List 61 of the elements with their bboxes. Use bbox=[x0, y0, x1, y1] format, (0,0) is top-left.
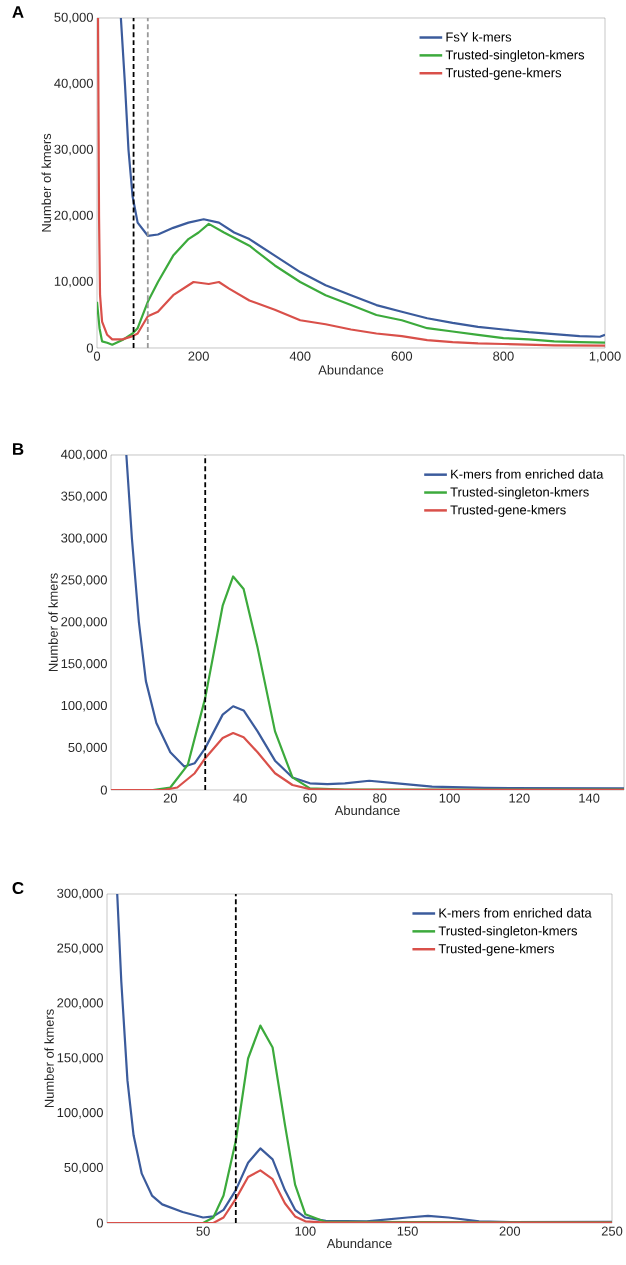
x-tick-label: 140 bbox=[579, 793, 600, 803]
y-tick-label: 0 bbox=[100, 785, 107, 795]
y-tick-label: 0 bbox=[86, 343, 93, 353]
y-axis-title: Number of kmers bbox=[44, 1009, 54, 1108]
x-axis-title: Abundance bbox=[326, 1238, 392, 1249]
x-tick-label: 50 bbox=[196, 1226, 210, 1236]
legend-label: K-mers from enriched data bbox=[451, 469, 604, 479]
y-tick-label: 50,000 bbox=[54, 12, 93, 24]
y-axis-title: Number of kmers bbox=[48, 573, 58, 672]
x-tick-label: 250 bbox=[601, 1226, 623, 1236]
y-tick-label: 250,000 bbox=[61, 575, 107, 586]
legend-label: Trusted-singleton-kmers bbox=[438, 925, 578, 938]
y-tick-label: 300,000 bbox=[61, 533, 107, 545]
x-tick-label: 150 bbox=[397, 1226, 418, 1236]
x-tick-label: 60 bbox=[303, 793, 317, 803]
legend-label: Trusted-singleton-kmers bbox=[450, 487, 589, 500]
x-tick-label: 1,000 bbox=[589, 351, 621, 363]
y-tick-label: 10,000 bbox=[54, 276, 93, 288]
x-tick-label: 100 bbox=[439, 793, 460, 803]
line-series bbox=[125, 454, 625, 790]
legend-label: FsY k-mers bbox=[446, 32, 512, 42]
x-axis-title: Abundance bbox=[318, 365, 384, 375]
y-tick-label: 400,000 bbox=[60, 449, 107, 461]
legend-label: Trusted-singleton-kmers bbox=[445, 49, 585, 63]
x-tick-label: 120 bbox=[509, 793, 530, 803]
y-tick-label: 100,000 bbox=[57, 1107, 103, 1119]
y-tick-label: 300,000 bbox=[57, 888, 103, 900]
y-tick-label: 20,000 bbox=[54, 210, 93, 222]
chart-title: B bbox=[13, 443, 24, 455]
y-tick-label: 200,000 bbox=[61, 617, 107, 628]
line-series bbox=[97, 222, 606, 346]
y-tick-label: 150,000 bbox=[57, 1053, 103, 1064]
legend-label: K-mers from enriched data bbox=[439, 908, 592, 918]
line-series bbox=[107, 1169, 613, 1223]
chart-title: A bbox=[12, 6, 24, 18]
x-axis-title: Abundance bbox=[334, 805, 400, 816]
x-tick-label: 600 bbox=[391, 351, 413, 361]
x-tick-label: 200 bbox=[499, 1226, 521, 1236]
x-tick-label: 80 bbox=[373, 793, 387, 803]
y-axis-title: Number of kmers bbox=[41, 133, 52, 232]
x-tick-label: 200 bbox=[188, 351, 209, 361]
x-tick-label: 40 bbox=[233, 793, 247, 803]
y-tick-label: 40,000 bbox=[54, 78, 93, 90]
chart-title: C bbox=[12, 882, 24, 895]
y-tick-label: 150,000 bbox=[61, 659, 107, 670]
y-tick-label: 50,000 bbox=[64, 1162, 103, 1174]
line-series bbox=[111, 731, 625, 790]
y-tick-label: 350,000 bbox=[61, 491, 107, 503]
y-tick-label: 0 bbox=[96, 1218, 103, 1228]
x-tick-label: 20 bbox=[163, 793, 178, 803]
y-tick-label: 30,000 bbox=[54, 144, 93, 156]
y-tick-label: 200,000 bbox=[57, 998, 103, 1010]
legend-label: Trusted-gene-kmers bbox=[438, 943, 555, 956]
x-tick-label: 800 bbox=[493, 351, 514, 361]
x-tick-label: 400 bbox=[289, 351, 311, 361]
x-tick-label: 100 bbox=[295, 1226, 316, 1236]
y-tick-label: 50,000 bbox=[68, 742, 107, 754]
legend-label: Trusted-gene-kmers bbox=[445, 67, 562, 80]
y-tick-label: 250,000 bbox=[57, 943, 103, 955]
legend-label: Trusted-gene-kmers bbox=[450, 504, 566, 518]
y-tick-label: 100,000 bbox=[61, 700, 107, 712]
